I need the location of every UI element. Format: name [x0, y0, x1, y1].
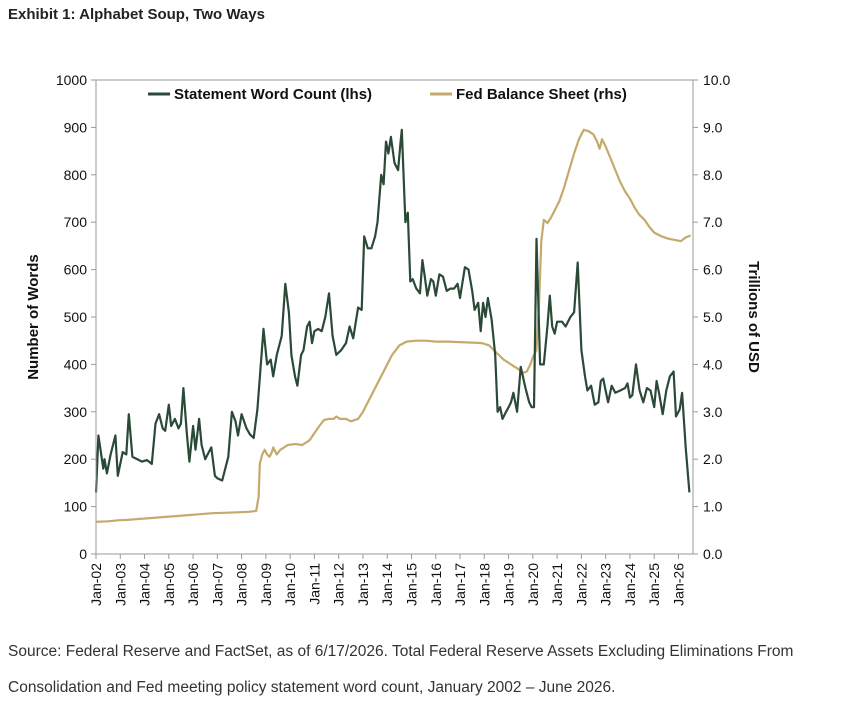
x-tick-label: Jan-09 [258, 563, 274, 606]
y2-tick-label: 8.0 [703, 167, 723, 183]
x-tick-label: Jan-24 [622, 563, 638, 606]
y2-tick-label: 4.0 [703, 356, 723, 372]
y-tick-label: 100 [64, 499, 88, 515]
x-tick-label: Jan-07 [209, 563, 225, 606]
x-tick-label: Jan-16 [428, 563, 444, 606]
y-tick-label: 0 [79, 546, 87, 562]
y-tick-label: 500 [64, 309, 88, 325]
plot-frame [95, 79, 694, 555]
series-lines [94, 128, 691, 523]
x-tick-label: Jan-11 [306, 563, 322, 605]
y-tick-label: 300 [64, 404, 88, 420]
x-axis: Jan-02 Jan-03 Jan-04 Jan-05 Jan-06 Jan-07 Jan-… [88, 554, 686, 606]
left-y-axis: 0 100 200 300 400 500 600 700 800 900 1000 [56, 72, 96, 562]
right-y-axis: 0.0 1.0 2.0 3.0 4.0 5.0 6.0 7.0 8.0 9.0 10.0 [693, 72, 730, 562]
chart-plot: 0 100 200 300 400 500 600 700 800 900 1000 0.0 1.0 2… [25, 72, 762, 606]
x-tick-label: Jan-05 [161, 563, 177, 606]
x-tick-label: Jan-19 [501, 563, 517, 606]
y2-tick-label: 9.0 [703, 119, 723, 135]
x-tick-label: Jan-06 [185, 563, 201, 606]
x-tick-label: Jan-04 [137, 563, 153, 606]
x-tick-label: Jan-23 [598, 563, 614, 606]
x-tick-label: Jan-21 [549, 563, 565, 606]
y-tick-label: 200 [64, 451, 88, 467]
x-tick-label: Jan-10 [282, 563, 298, 606]
x-tick-label: Jan-15 [403, 563, 419, 606]
y-tick-label: 700 [64, 214, 88, 230]
x-tick-label: Jan-17 [452, 563, 468, 606]
x-tick-label: Jan-26 [670, 563, 686, 606]
x-tick-label: Jan-02 [88, 563, 104, 606]
x-tick-label: Jan-14 [379, 563, 395, 606]
y-tick-label: 400 [64, 356, 88, 372]
y2-tick-label: 1.0 [703, 499, 723, 515]
x-tick-label: Jan-08 [234, 563, 250, 606]
legend-label-word-count: Statement Word Count (lhs) [174, 86, 372, 103]
y2-tick-label: 7.0 [703, 214, 723, 230]
source-note: Source: Federal Reserve and FactSet, as … [8, 643, 794, 696]
x-tick-label: Jan-18 [476, 563, 492, 606]
x-tick-label: Jan-20 [525, 563, 541, 606]
y-tick-label: 600 [64, 262, 88, 278]
balance-sheet-line [95, 128, 691, 523]
y-axis-title: Number of Words [25, 254, 42, 380]
word-count-line [94, 128, 691, 493]
y2-tick-label: 2.0 [703, 451, 723, 467]
x-tick-label: Jan-12 [331, 563, 347, 606]
x-tick-label: Jan-13 [355, 563, 371, 606]
y-tick-label: 1000 [56, 72, 87, 88]
y2-tick-label: 10.0 [703, 72, 730, 88]
y-tick-label: 800 [64, 167, 88, 183]
y2-tick-label: 3.0 [703, 404, 723, 420]
y2-tick-label: 5.0 [703, 309, 723, 325]
y2-axis-title: Trillions of USD [745, 261, 762, 373]
legend: Statement Word Count (lhs) Fed Balance S… [148, 86, 627, 103]
y2-tick-label: 6.0 [703, 262, 723, 278]
exhibit-title: Exhibit 1: Alphabet Soup, Two Ways [8, 6, 265, 23]
legend-label-balance-sheet: Fed Balance Sheet (rhs) [456, 86, 627, 103]
y-tick-label: 900 [64, 119, 88, 135]
x-tick-label: Jan-03 [112, 563, 128, 606]
x-tick-label: Jan-25 [646, 563, 662, 606]
y2-tick-label: 0.0 [703, 546, 723, 562]
x-tick-label: Jan-22 [573, 563, 589, 606]
